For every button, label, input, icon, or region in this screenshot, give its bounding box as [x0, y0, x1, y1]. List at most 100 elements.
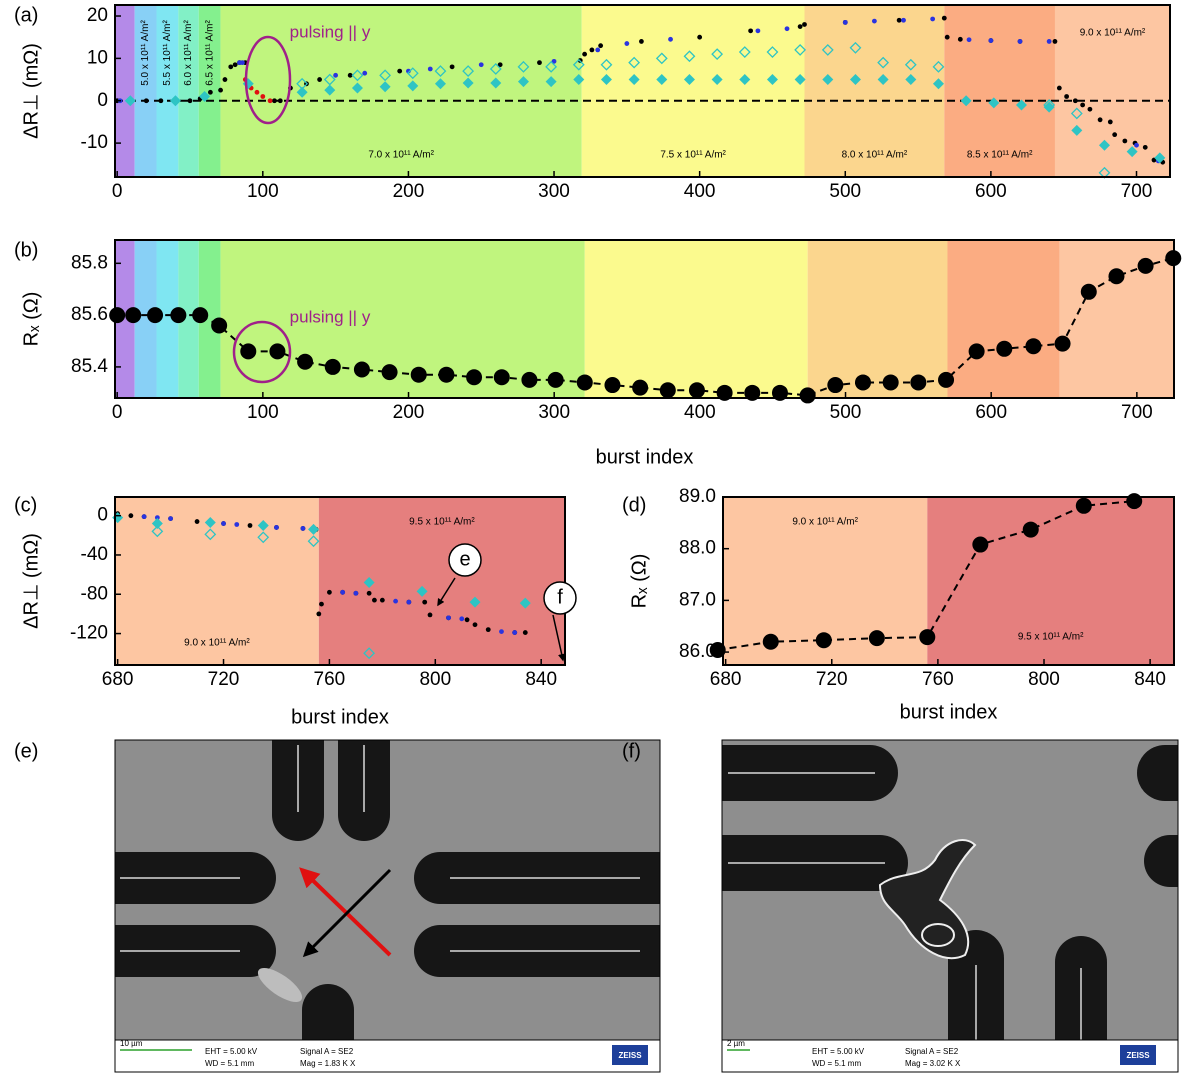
- point: [716, 384, 733, 401]
- x-tick-label: 500: [830, 402, 862, 423]
- y-tick-label: -10: [81, 132, 108, 153]
- point: [1134, 142, 1139, 148]
- point: [709, 642, 726, 659]
- point: [194, 519, 200, 524]
- x-tick-label: 0: [112, 402, 123, 423]
- band: [156, 240, 179, 398]
- point: [871, 18, 877, 24]
- point: [1080, 283, 1097, 300]
- point: [333, 72, 339, 78]
- scale-bar-label: 2 µm: [727, 1039, 745, 1048]
- point: [478, 62, 484, 68]
- point: [771, 384, 788, 401]
- annotation-ellipse: [232, 320, 292, 384]
- scale-bar-label: 10 µm: [120, 1039, 143, 1048]
- band-label: 7.5 x 10¹¹ A/m²: [660, 150, 726, 161]
- point: [968, 343, 985, 360]
- point: [499, 629, 504, 634]
- annotation: e: [459, 548, 470, 570]
- point: [656, 74, 668, 86]
- x-tick-label: 200: [393, 181, 425, 202]
- band: [804, 5, 945, 177]
- plot-frame: [114, 239, 1175, 399]
- point: [128, 513, 134, 519]
- point: [628, 56, 641, 69]
- point: [901, 17, 906, 23]
- point: [406, 67, 419, 80]
- point: [545, 76, 557, 88]
- point: [1046, 39, 1052, 44]
- point: [397, 68, 403, 74]
- band-label: 7.0 x 10¹¹ A/m²: [368, 150, 434, 161]
- point: [595, 47, 601, 53]
- point: [572, 58, 585, 71]
- point: [815, 632, 832, 649]
- point: [582, 51, 588, 57]
- point: [822, 74, 834, 86]
- point: [600, 74, 612, 86]
- point: [738, 46, 751, 58]
- point: [762, 633, 779, 650]
- x-tick-label: 0: [112, 181, 123, 202]
- band: [134, 5, 157, 177]
- point: [347, 72, 353, 78]
- point: [827, 377, 844, 394]
- band-label: 5.5 x 10¹¹ A/m²: [162, 20, 173, 86]
- point: [1137, 257, 1154, 274]
- point: [272, 98, 277, 104]
- y-tick-label: 85.6: [71, 304, 108, 325]
- point: [1025, 338, 1042, 355]
- point: [1122, 138, 1128, 144]
- point: [434, 78, 446, 90]
- x-tick-label: 840: [525, 669, 557, 690]
- y-tick-label: 85.4: [71, 356, 108, 377]
- point: [497, 62, 503, 68]
- point: [379, 597, 385, 603]
- point: [489, 63, 502, 75]
- point: [323, 73, 336, 86]
- band-label: 6.5 x 10¹¹ A/m²: [204, 20, 215, 86]
- point: [472, 622, 478, 628]
- x-tick-label: 600: [975, 181, 1007, 202]
- point: [1071, 124, 1083, 136]
- point: [744, 384, 761, 401]
- point: [221, 521, 226, 526]
- band-label: 8.0 x 10¹¹ A/m²: [842, 150, 908, 161]
- point: [372, 597, 377, 603]
- point: [379, 81, 391, 93]
- x-tick-label: 700: [1121, 181, 1153, 202]
- point: [821, 43, 834, 56]
- point: [598, 43, 604, 49]
- point: [485, 627, 491, 633]
- band: [581, 5, 805, 177]
- point: [316, 611, 322, 617]
- band-label: 8.5 x 10¹¹ A/m²: [967, 150, 1033, 161]
- point: [296, 86, 308, 98]
- band: [584, 240, 808, 398]
- x-tick-label: 720: [208, 669, 240, 690]
- y-axis-label: Rₓ (Ω): [20, 292, 42, 347]
- point: [168, 516, 173, 522]
- plot-frame: [722, 496, 1175, 666]
- band: [220, 5, 582, 177]
- x-tick-label: 760: [922, 669, 954, 690]
- point: [274, 525, 279, 530]
- x-tick-label: 800: [1028, 669, 1060, 690]
- signal: Signal A = SE2: [300, 1047, 354, 1056]
- x-tick-label: 680: [710, 669, 742, 690]
- panel-label: (a): [14, 4, 38, 26]
- band: [944, 5, 1055, 177]
- point: [628, 74, 640, 86]
- annotation-arrow: [437, 577, 456, 607]
- point: [877, 74, 889, 86]
- point: [639, 39, 644, 44]
- point: [1043, 99, 1056, 111]
- point: [797, 24, 803, 30]
- point: [459, 616, 465, 622]
- panel-label: (b): [14, 239, 38, 261]
- point: [449, 64, 455, 70]
- plot-frame: [114, 496, 566, 666]
- point: [842, 19, 848, 25]
